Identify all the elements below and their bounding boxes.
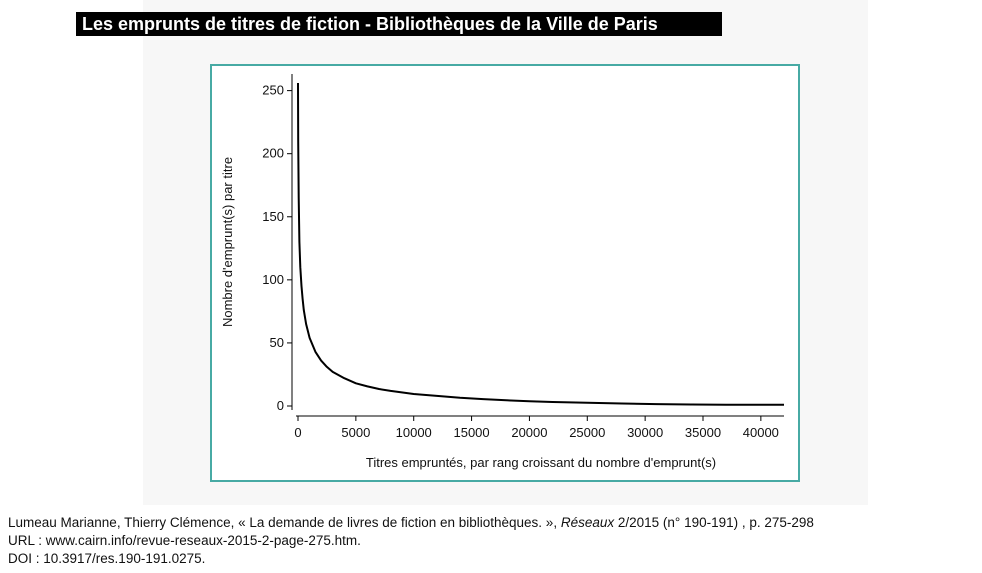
x-tick-label: 10000 xyxy=(396,425,432,440)
series-line-0 xyxy=(297,82,784,406)
x-tick-label: 40000 xyxy=(743,425,779,440)
x-axis-label: Titres empruntés, par rang croissant du … xyxy=(366,455,716,470)
y-tick-label: 100 xyxy=(262,272,284,287)
y-tick-label: 250 xyxy=(262,83,284,98)
figure-title: Les emprunts de titres de fiction - Bibl… xyxy=(76,12,722,36)
y-tick-label: 200 xyxy=(262,146,284,161)
x-tick-label: 20000 xyxy=(511,425,547,440)
x-tick-label: 15000 xyxy=(453,425,489,440)
citation-reference: Lumeau Marianne, Thierry Clémence, « La … xyxy=(8,514,978,532)
x-tick-label: 5000 xyxy=(341,425,370,440)
citation-authors-title: Lumeau Marianne, Thierry Clémence, « La … xyxy=(8,515,561,530)
y-tick-label: 150 xyxy=(262,209,284,224)
citation-doi: DOI : 10.3917/res.190-191.0275. xyxy=(8,551,206,566)
citation-journal: Réseaux xyxy=(560,515,615,530)
chart-frame: 0 50 100 150 200 250 0 5000 10000 15000 20000 25000… xyxy=(210,64,800,482)
line-chart: 0 50 100 150 200 250 0 5000 10000 15000 20000 25000… xyxy=(220,74,784,470)
x-tick-label: 0 xyxy=(294,425,301,440)
citation-url: URL : www.cairn.info/revue-reseaux-2015-… xyxy=(8,533,361,548)
y-tick-label: 0 xyxy=(277,398,284,413)
citation: Lumeau Marianne, Thierry Clémence, « La … xyxy=(8,514,978,568)
y-tick-label: 50 xyxy=(270,335,284,350)
x-tick-label: 25000 xyxy=(569,425,605,440)
x-tick-label: 30000 xyxy=(627,425,663,440)
y-axis-label: Nombre d'emprunt(s) par titre xyxy=(220,157,235,327)
x-tick-label: 35000 xyxy=(685,425,721,440)
citation-issue-pages: 2/2015 (n° 190-191) , p. 275-298 xyxy=(614,515,814,530)
